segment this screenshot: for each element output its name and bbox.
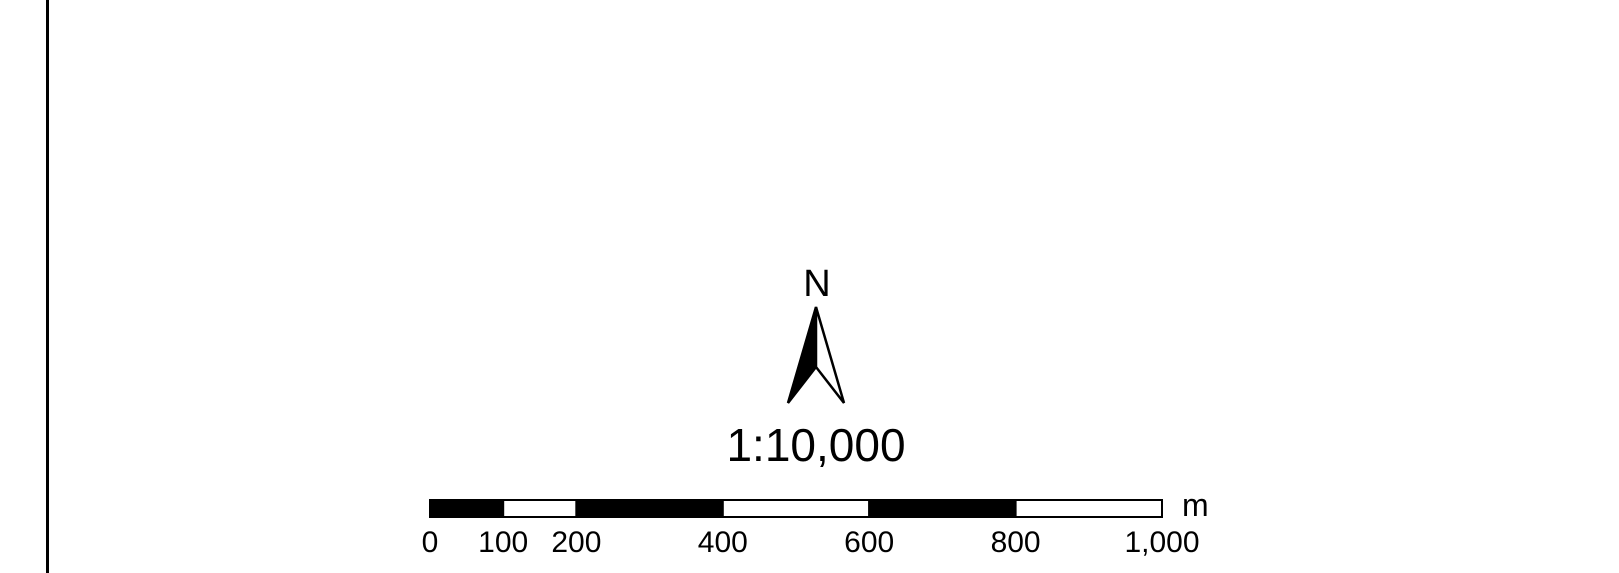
scale-bar-tick-label: 200 [551,526,602,559]
scale-bar-tick-label: 100 [478,526,529,559]
scale-bar-tick-label: 800 [990,526,1041,559]
scale-bar-tick-label: 0 [421,526,439,559]
map-frame-left-border [46,0,49,573]
scale-bar-segment [1014,499,1163,518]
scale-bar-tick-label: 600 [844,526,895,559]
scale-bar-tick-label: 400 [697,526,748,559]
north-label: N [803,263,831,305]
scale-bar-segment [721,499,871,518]
map-scale-ratio: 1:10,000 [726,419,906,471]
scale-bar-unit: m [1182,487,1209,523]
north-arrow-icon [786,306,846,404]
scale-bar-segment [502,499,578,518]
scale-bar-segment [575,499,724,518]
scale-bar-segment [429,499,505,518]
scale-bar-segment [868,499,1017,518]
scale-bar-tick-label: 1,000 [1124,526,1200,559]
